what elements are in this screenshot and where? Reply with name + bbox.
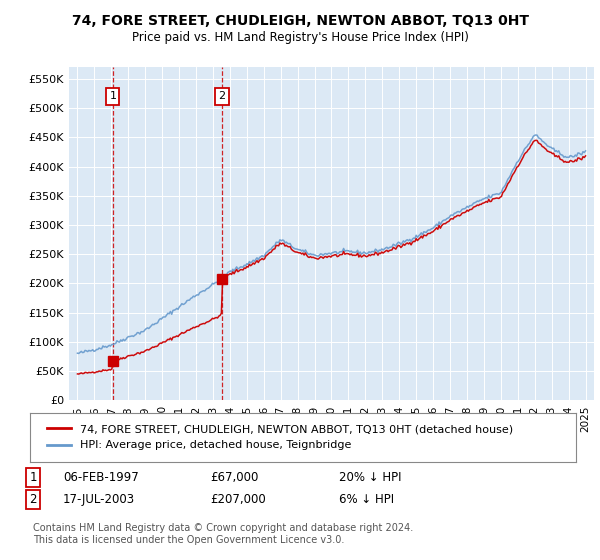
Text: 20% ↓ HPI: 20% ↓ HPI [339, 470, 401, 484]
Text: £207,000: £207,000 [210, 493, 266, 506]
Text: 17-JUL-2003: 17-JUL-2003 [63, 493, 135, 506]
Text: Contains HM Land Registry data © Crown copyright and database right 2024.: Contains HM Land Registry data © Crown c… [33, 522, 413, 533]
Text: 74, FORE STREET, CHUDLEIGH, NEWTON ABBOT, TQ13 0HT: 74, FORE STREET, CHUDLEIGH, NEWTON ABBOT… [71, 14, 529, 28]
Text: 2: 2 [29, 493, 37, 506]
Text: 2: 2 [218, 91, 226, 101]
Legend: 74, FORE STREET, CHUDLEIGH, NEWTON ABBOT, TQ13 0HT (detached house), HPI: Averag: 74, FORE STREET, CHUDLEIGH, NEWTON ABBOT… [41, 419, 518, 456]
Text: 1: 1 [29, 470, 37, 484]
Text: 06-FEB-1997: 06-FEB-1997 [63, 470, 139, 484]
Text: This data is licensed under the Open Government Licence v3.0.: This data is licensed under the Open Gov… [33, 535, 344, 545]
Text: Price paid vs. HM Land Registry's House Price Index (HPI): Price paid vs. HM Land Registry's House … [131, 31, 469, 44]
Text: £67,000: £67,000 [210, 470, 259, 484]
Text: 6% ↓ HPI: 6% ↓ HPI [339, 493, 394, 506]
Text: 1: 1 [109, 91, 116, 101]
